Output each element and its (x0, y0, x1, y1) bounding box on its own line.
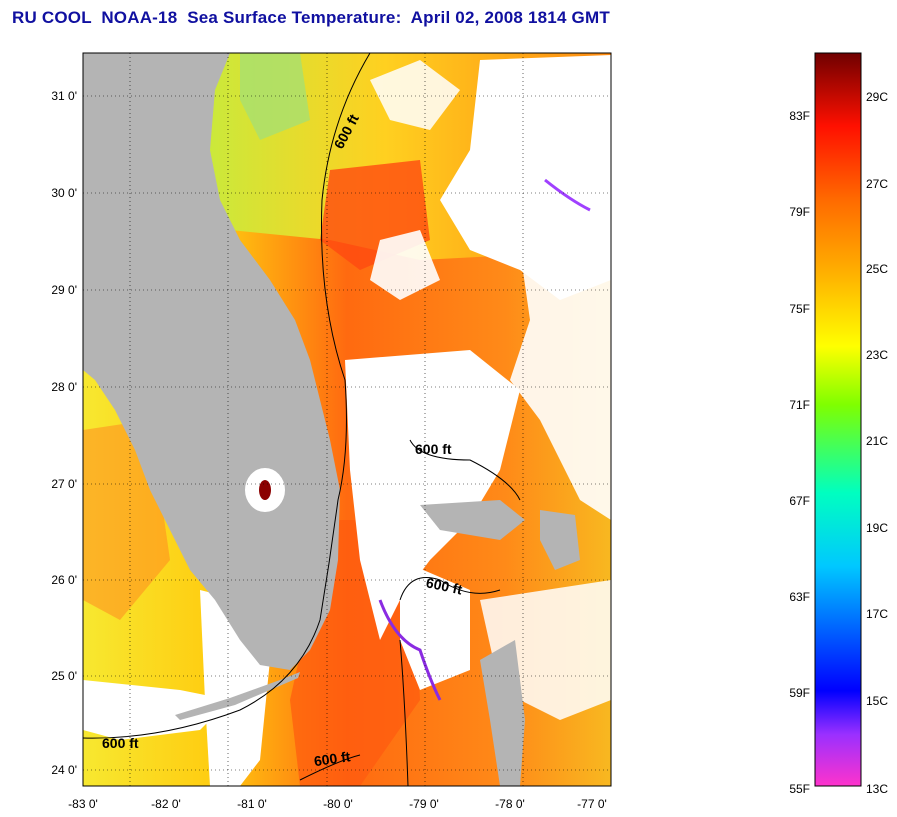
colorbar-f-label: 63F (789, 590, 810, 604)
y-tick-label: 24 0' (51, 763, 77, 777)
x-tick-label: -80 0' (323, 797, 353, 811)
x-tick-label: -83 0' (68, 797, 98, 811)
y-tick-label: 28 0' (51, 380, 77, 394)
colorbar-c-label: 29C (866, 90, 888, 104)
colorbar-fahrenheit-labels: 83F 79F 75F 71F 67F 63F 59F 55F (789, 109, 810, 796)
x-tick-label: -81 0' (237, 797, 267, 811)
isobath-label-keys: 600 ft (102, 735, 139, 751)
x-tick-label: -79 0' (409, 797, 439, 811)
colorbar-f-label: 55F (789, 782, 810, 796)
colorbar-c-label: 19C (866, 521, 888, 535)
colorbar-c-label: 13C (866, 782, 888, 796)
isobath-label-straits: 600 ft (425, 574, 464, 597)
colorbar-f-label: 59F (789, 686, 810, 700)
colorbar-c-label: 17C (866, 607, 888, 621)
map-frame (82, 52, 612, 787)
y-tick-label: 29 0' (51, 283, 77, 297)
cold-streak-north (544, 178, 591, 212)
colorbar-f-label: 75F (789, 302, 810, 316)
colorbar-c-label: 21C (866, 434, 888, 448)
x-tick-label: -82 0' (151, 797, 181, 811)
sst-map (83, 53, 611, 786)
cool-shelf-water (240, 53, 310, 140)
florida-land (83, 53, 340, 670)
colorbar (814, 52, 862, 787)
isobath-label-bahamas: 600 ft (415, 441, 452, 457)
colorbar-c-label: 23C (866, 348, 888, 362)
cold-front-streak (378, 599, 442, 701)
y-tick-label: 30 0' (51, 186, 77, 200)
graticule (83, 53, 611, 786)
bahamas-grand-bahama (420, 500, 525, 540)
colorbar-f-label: 79F (789, 205, 810, 219)
florida-keys (175, 672, 300, 720)
isobath-label-south: 600 ft (313, 748, 352, 769)
bahamas-abaco (540, 510, 580, 570)
colorbar-c-label: 27C (866, 177, 888, 191)
colorbar-f-label: 71F (789, 398, 810, 412)
y-tick-label: 25 0' (51, 669, 77, 683)
bahamas-andros (480, 640, 525, 786)
y-tick-label: 31 0' (51, 89, 77, 103)
y-tick-label: 26 0' (51, 573, 77, 587)
map-title: RU COOL NOAA-18 Sea Surface Temperature:… (12, 8, 610, 27)
x-axis: -83 0' -82 0' -81 0' -80 0' -79 0' -78 0… (68, 797, 607, 811)
colorbar-c-label: 25C (866, 262, 888, 276)
x-tick-label: -78 0' (495, 797, 525, 811)
colorbar-c-label: 15C (866, 694, 888, 708)
y-tick-label: 27 0' (51, 477, 77, 491)
y-axis: 31 0' 30 0' 29 0' 28 0' 27 0' 26 0' 25 0… (51, 89, 77, 777)
x-tick-label: -77 0' (577, 797, 607, 811)
colorbar-f-label: 83F (789, 109, 810, 123)
isobaths (83, 53, 521, 786)
lake-warm-spot (259, 480, 271, 500)
colorbar-f-label: 67F (789, 494, 810, 508)
colorbar-celsius-labels: 29C 27C 25C 23C 21C 19C 17C 15C 13C (866, 90, 888, 796)
